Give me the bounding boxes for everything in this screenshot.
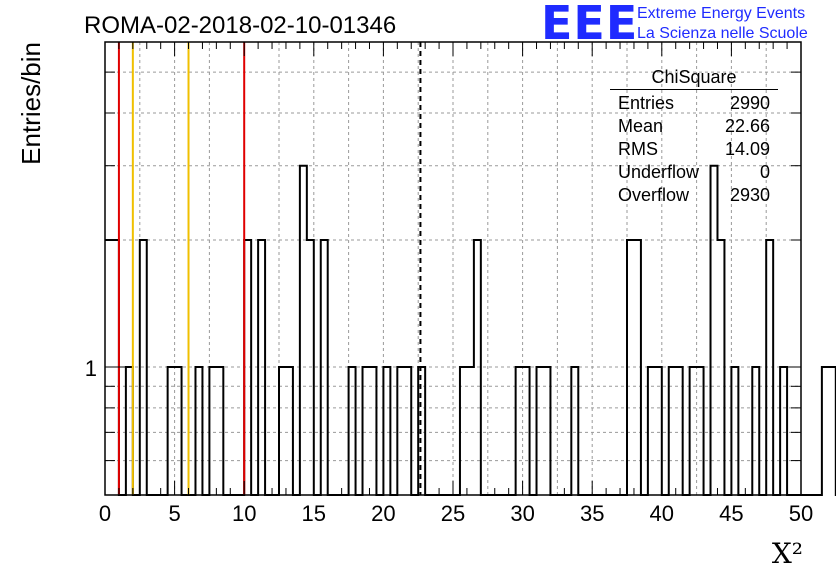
histogram-bin (523, 367, 530, 495)
histogram-bin (175, 367, 182, 495)
stats-value: 0 (759, 162, 770, 182)
stats-label: RMS (618, 139, 658, 159)
histogram-bin (460, 367, 467, 495)
stats-value: 2930 (729, 185, 770, 205)
logo-line-1: Extreme Energy Events (637, 5, 806, 22)
histogram-bin (571, 367, 578, 495)
histogram-bin (418, 367, 425, 495)
chart-title: ROMA-02-2018-02-10-01346 (84, 12, 396, 39)
histogram-bin (244, 240, 251, 495)
histogram-bin (697, 367, 704, 495)
x-tick-label: 10 (232, 501, 256, 526)
histogram-bin (711, 166, 718, 495)
histogram-bin (516, 367, 523, 495)
histogram-bin (752, 367, 759, 495)
histogram-bin (474, 240, 481, 495)
histogram-bin (286, 367, 293, 495)
histogram-bin (300, 166, 307, 495)
stats-label: Mean (618, 116, 664, 136)
histogram-bin (216, 367, 223, 495)
histogram-bin (717, 240, 724, 495)
x-tick-label: 30 (510, 501, 534, 526)
x-tick-label: 50 (789, 501, 813, 526)
histogram-bin (321, 240, 328, 495)
stats-value: 2990 (729, 93, 770, 113)
histogram-bin (690, 367, 697, 495)
x-axis-label: X² (772, 537, 803, 570)
histogram-bin (195, 367, 202, 495)
stats-title: ChiSquare (610, 66, 778, 90)
stats-row-overflow: Overflow 2930 (610, 184, 778, 207)
stats-row-mean: Mean 22.66 (610, 115, 778, 138)
stats-label: Underflow (618, 162, 700, 182)
histogram-bin (829, 367, 836, 495)
histogram-bin (168, 367, 175, 495)
stats-value: 14.09 (724, 139, 770, 159)
stats-label: Entries (618, 93, 675, 113)
stats-value: 22.66 (724, 116, 770, 136)
stats-row-entries: Entries 2990 (610, 92, 778, 115)
histogram-bin (369, 367, 376, 495)
histogram-bin (543, 367, 550, 495)
histogram-bin (404, 367, 411, 495)
histogram-bin (766, 240, 773, 495)
histogram-bin (634, 240, 641, 495)
tick-labels: 0 5 10 15 20 25 30 35 40 45 50 1 (85, 356, 813, 526)
logo-mark: EEE (541, 0, 639, 50)
eee-logo: EEE Extreme Energy Events La Scienza nel… (541, 0, 833, 50)
histogram-bin (349, 367, 356, 495)
histogram-bin (731, 367, 738, 495)
histogram-bin (383, 367, 390, 495)
histogram-bin (126, 367, 133, 495)
histogram-bin (363, 367, 370, 495)
histogram-bin (140, 240, 147, 495)
x-tick-label: 40 (650, 501, 674, 526)
histogram-bin (627, 240, 634, 495)
histogram-bin (467, 367, 474, 495)
logo-text: Extreme Energy Events La Scienza nelle S… (637, 4, 808, 44)
stats-row-underflow: Underflow 0 (610, 161, 778, 184)
x-tick-label: 45 (719, 501, 743, 526)
histogram-bin (209, 367, 216, 495)
histogram-bin (258, 240, 265, 495)
histogram-bin (669, 367, 676, 495)
x-tick-label: 35 (580, 501, 604, 526)
histogram-bin (655, 367, 662, 495)
stats-row-rms: RMS 14.09 (610, 138, 778, 161)
histogram-bin (279, 367, 286, 495)
axis-ticks (104, 42, 802, 495)
y-axis-label: Entries/bin (16, 42, 46, 165)
histogram-bin (676, 367, 683, 495)
y-tick-label: 1 (85, 356, 97, 381)
histogram-bin (397, 367, 404, 495)
x-tick-label: 5 (168, 501, 180, 526)
x-tick-label: 25 (441, 501, 465, 526)
marker-lines (117, 42, 422, 495)
histogram-bin (648, 367, 655, 495)
histogram-bin (307, 240, 314, 495)
x-tick-label: 20 (371, 501, 395, 526)
x-tick-label: 15 (302, 501, 326, 526)
histogram-bin (780, 367, 787, 495)
histogram-bin (537, 367, 544, 495)
x-tick-label: 0 (99, 501, 111, 526)
logo-line-2: La Scienza nelle Scuole (637, 25, 808, 42)
grid (105, 42, 801, 495)
histogram-bin (822, 367, 829, 495)
stats-label: Overflow (618, 185, 690, 205)
histogram-series (105, 164, 836, 496)
stats-box: ChiSquare Entries 2990 Mean 22.66 RMS 14… (610, 66, 778, 207)
